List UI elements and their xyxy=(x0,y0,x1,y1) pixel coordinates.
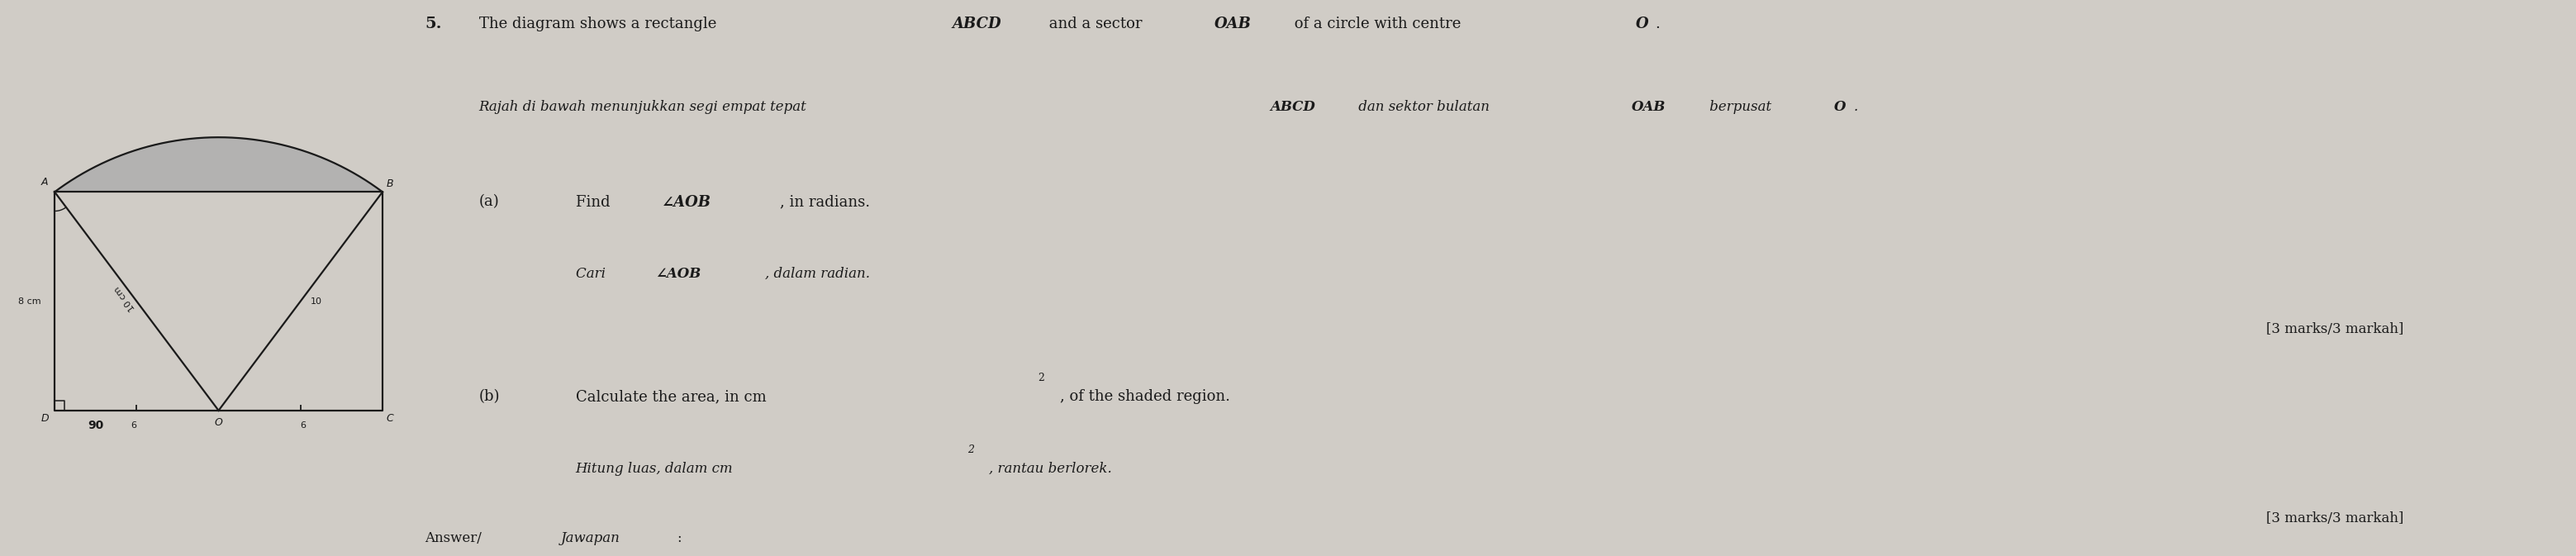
Text: O: O xyxy=(1834,100,1847,114)
Text: Jawapan: Jawapan xyxy=(562,531,621,545)
Text: OAB: OAB xyxy=(1213,17,1252,32)
Text: , of the shaded region.: , of the shaded region. xyxy=(1059,389,1229,404)
Text: 2: 2 xyxy=(966,445,974,455)
Text: ABCD: ABCD xyxy=(1270,100,1316,114)
Text: and a sector: and a sector xyxy=(1043,17,1146,32)
Text: ∠AOB: ∠AOB xyxy=(654,267,701,281)
Text: [3 marks/3 markah]: [3 marks/3 markah] xyxy=(2267,512,2403,525)
Text: [3 marks/3 markah]: [3 marks/3 markah] xyxy=(2267,322,2403,336)
Text: OAB: OAB xyxy=(1631,100,1667,114)
Text: .: . xyxy=(1852,100,1857,114)
Text: 8 cm: 8 cm xyxy=(18,297,41,305)
Text: B: B xyxy=(386,178,394,189)
Text: berpusat: berpusat xyxy=(1705,100,1775,114)
Text: A: A xyxy=(41,177,49,188)
Text: Rajah di bawah menunjukkan segi empat tepat: Rajah di bawah menunjukkan segi empat te… xyxy=(479,100,811,114)
Text: dan sektor bulatan: dan sektor bulatan xyxy=(1355,100,1494,114)
Text: :: : xyxy=(677,531,680,545)
Text: O: O xyxy=(214,418,222,428)
Text: 5.: 5. xyxy=(425,17,443,32)
Text: , in radians.: , in radians. xyxy=(781,195,871,210)
Text: .: . xyxy=(1656,17,1662,32)
Text: O: O xyxy=(1636,17,1649,32)
Text: 90: 90 xyxy=(88,420,103,431)
Text: D: D xyxy=(41,413,49,424)
Text: , rantau berlorek.: , rantau berlorek. xyxy=(989,461,1110,475)
Text: of a circle with centre: of a circle with centre xyxy=(1291,17,1466,32)
Text: Cari: Cari xyxy=(574,267,611,281)
Text: (b): (b) xyxy=(479,389,500,404)
Text: 10: 10 xyxy=(309,297,322,305)
Text: Hitung luas, dalam cm: Hitung luas, dalam cm xyxy=(574,461,734,475)
Text: 2: 2 xyxy=(1038,373,1046,383)
Text: Calculate the area, in cm: Calculate the area, in cm xyxy=(574,389,765,404)
Text: 6: 6 xyxy=(131,421,137,430)
Text: ∠AOB: ∠AOB xyxy=(662,195,711,210)
Text: 6: 6 xyxy=(301,421,307,430)
Text: ABCD: ABCD xyxy=(953,17,1002,32)
Text: (a): (a) xyxy=(479,195,500,210)
Text: Answer/: Answer/ xyxy=(425,531,482,545)
Text: C: C xyxy=(386,413,394,424)
Text: The diagram shows a rectangle: The diagram shows a rectangle xyxy=(479,17,721,32)
Text: Find: Find xyxy=(574,195,616,210)
Polygon shape xyxy=(54,137,381,192)
Text: 10 cm: 10 cm xyxy=(113,284,137,312)
Text: , dalam radian.: , dalam radian. xyxy=(765,267,871,281)
